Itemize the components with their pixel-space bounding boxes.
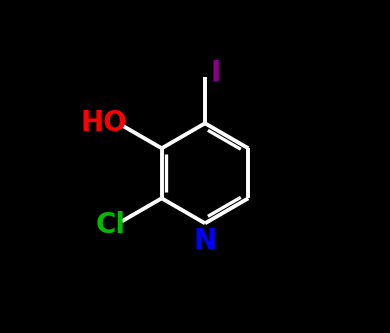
Text: N: N [193, 227, 216, 255]
Text: HO: HO [80, 109, 127, 137]
Text: I: I [210, 59, 220, 87]
Text: Cl: Cl [95, 211, 125, 239]
